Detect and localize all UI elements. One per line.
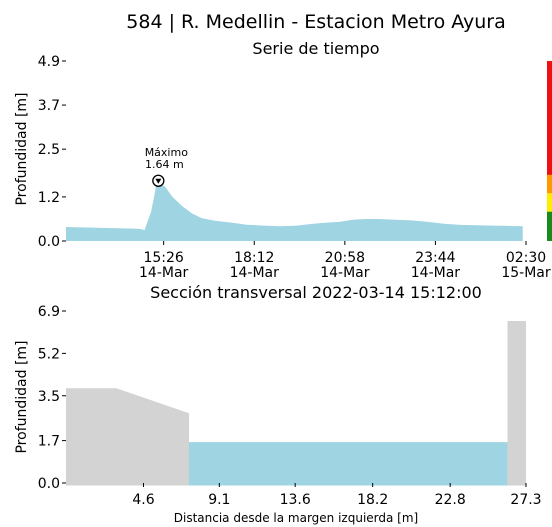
- cross-section-ytick-label: 0.0: [38, 476, 60, 492]
- cross-section-ytick-label: 1.7: [38, 434, 60, 450]
- cross-section-chart: Sección transversal 2022-03-14 15:12:00 …: [14, 283, 542, 525]
- cross-section-xtick-label: 27.3: [510, 492, 541, 508]
- timeseries-xtick-time: 23:44: [415, 250, 455, 266]
- timeseries-ytick-label: 4.9: [38, 54, 60, 70]
- max-marker-arrow-icon: [155, 178, 162, 184]
- timeseries-xtick-time: 15:26: [143, 250, 183, 266]
- cross-section-xtick-label: 13.6: [280, 492, 311, 508]
- cross-section-ytick-label: 5.2: [38, 346, 60, 362]
- timeseries-xtick-date: 15-Mar: [501, 265, 551, 281]
- cross-section-xlabel: Distancia desde la margen izquierda [m]: [174, 511, 418, 525]
- cross-section-title: Sección transversal 2022-03-14 15:12:00: [150, 283, 482, 302]
- alert-scale-band: [547, 174, 552, 194]
- timeseries-ytick-label: 3.7: [38, 98, 60, 114]
- timeseries-xtick-date: 14-Mar: [139, 265, 189, 281]
- timeseries-ytick-label: 1.2: [38, 190, 60, 206]
- cross-section-ytick-label: 6.9: [38, 304, 60, 320]
- timeseries-xtick-date: 14-Mar: [411, 265, 461, 281]
- cross-section-xtick-label: 9.1: [208, 492, 230, 508]
- cross-section-ylabel: Profundidad [m]: [14, 340, 30, 453]
- water-area: [189, 442, 508, 486]
- alert-scale-band: [547, 193, 552, 212]
- timeseries-ylabel: Profundidad [m]: [14, 92, 30, 205]
- cross-section-xtick-label: 18.2: [357, 492, 388, 508]
- riverbed-area: [66, 320, 526, 486]
- timeseries-ytick-label: 0.0: [38, 234, 60, 250]
- timeseries-title: Serie de tiempo: [252, 39, 379, 58]
- timeseries-xtick-time: 20:58: [325, 250, 365, 266]
- cross-section-ytick-label: 3.5: [38, 389, 60, 405]
- max-annotation-value: 1.64 m: [145, 158, 184, 171]
- timeseries-chart: Serie de tiempo Profundidad [m] 0.0 1.2 2.…: [14, 39, 552, 281]
- alert-scale-band: [547, 61, 552, 175]
- timeseries-depth-area: [66, 180, 523, 241]
- timeseries-xtick-time: 18:12: [234, 250, 274, 266]
- timeseries-ytick-label: 2.5: [38, 142, 60, 158]
- timeseries-xtick-date: 14-Mar: [230, 265, 280, 281]
- alert-scale-band: [547, 211, 552, 241]
- timeseries-xtick-date: 14-Mar: [320, 265, 370, 281]
- cross-section-xtick-label: 4.6: [132, 492, 154, 508]
- page-title: 584 | R. Medellin - Estacion Metro Ayura: [126, 11, 505, 33]
- timeseries-xtick-time: 02:30: [506, 250, 546, 266]
- cross-section-xtick-label: 22.8: [435, 492, 466, 508]
- max-annotation-label: Máximo: [145, 146, 189, 159]
